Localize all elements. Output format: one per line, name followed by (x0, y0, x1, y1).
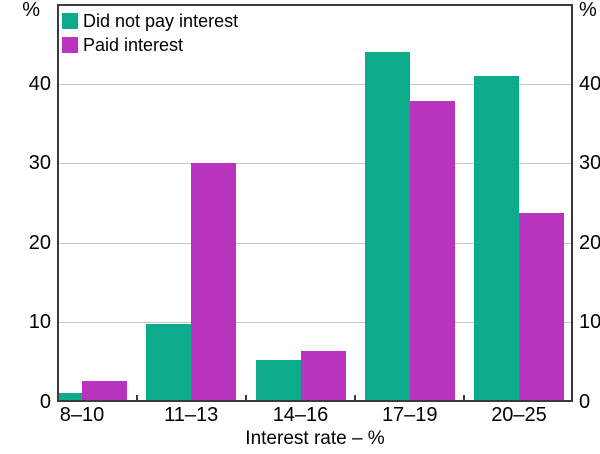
bar-did-not-pay-interest-8-10 (57, 393, 82, 402)
bar-did-not-pay-interest-14-16 (255, 360, 301, 402)
y-tick-label-left-20: 20 (28, 231, 51, 254)
bar-paid-interest-20-25 (519, 213, 564, 402)
y-axis-unit-right: % (579, 0, 597, 21)
legend: Did not pay interest Paid interest (62, 9, 238, 57)
y-tick-label-right-10: 10 (579, 311, 600, 334)
x-axis-tick (135, 395, 138, 402)
x-category-label-11-13: 11–13 (164, 404, 219, 426)
y-tick-label-left-0: 0 (39, 391, 51, 413)
x-category-label-17-19: 17–19 (381, 404, 438, 426)
y-tick-label-left-40: 40 (28, 72, 51, 95)
gridline-20 (57, 242, 573, 244)
x-category-label-20-25: 20–25 (491, 404, 547, 426)
bar-paid-interest-11-13 (191, 163, 237, 402)
y-tick-label-left-10: 10 (28, 311, 51, 334)
bar-did-not-pay-interest-20-25 (474, 76, 519, 402)
y-tick-label-right-40: 40 (579, 72, 600, 95)
gridline-40 (57, 83, 573, 85)
y-tick-label-right-20: 20 (579, 231, 600, 254)
bar-paid-interest-8-10 (82, 381, 127, 402)
x-axis-tick (463, 395, 466, 402)
y-tick-label-right-0: 0 (579, 391, 591, 413)
x-category-label-8-10: 8–10 (59, 404, 105, 426)
legend-swatch-paid-interest (62, 37, 78, 53)
bar-did-not-pay-interest-17-19 (364, 52, 410, 402)
gridline-30 (57, 163, 573, 165)
y-tick-label-right-30: 30 (579, 152, 600, 175)
legend-label: Paid interest (83, 35, 184, 55)
x-axis-tick (354, 395, 357, 402)
x-axis-title: Interest rate – % (245, 428, 385, 449)
legend-label: Did not pay interest (83, 11, 239, 31)
gridline-10 (57, 322, 573, 324)
bar-paid-interest-14-16 (300, 351, 346, 402)
y-tick-label-left-30: 30 (28, 152, 51, 175)
bar-paid-interest-17-19 (409, 101, 455, 402)
plot-area (57, 4, 573, 402)
y-axis-unit-left: % (22, 0, 40, 21)
x-axis-tick (244, 395, 247, 402)
legend-item-paid-interest: Paid interest (62, 33, 238, 57)
x-category-label-14-16: 14–16 (272, 404, 329, 426)
bar-did-not-pay-interest-11-13 (146, 324, 192, 402)
legend-swatch-did-not-pay-interest (62, 13, 78, 29)
legend-item-did-not-pay-interest: Did not pay interest (62, 9, 238, 33)
